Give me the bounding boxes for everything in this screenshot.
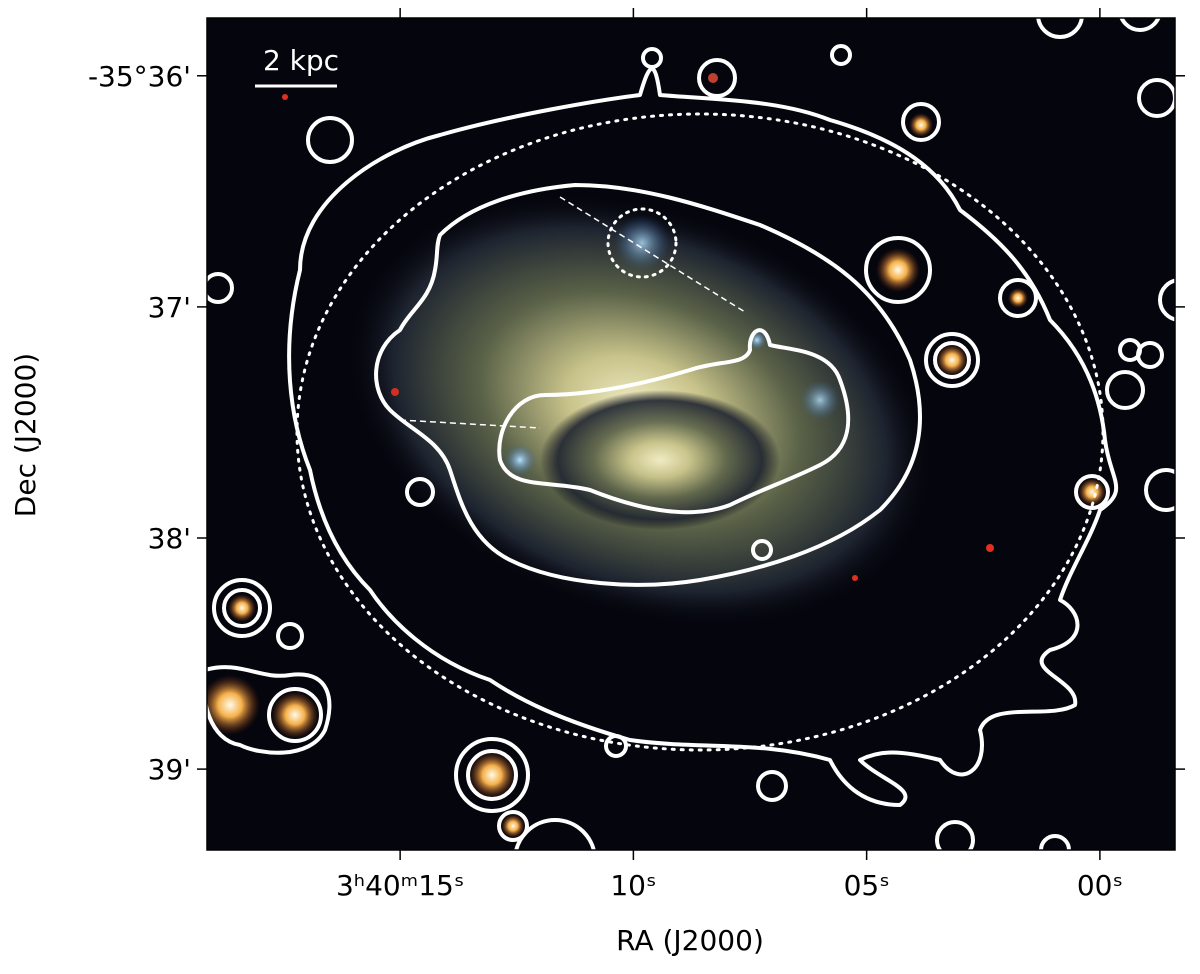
x-axis-label: RA (J2000) [616,924,764,957]
y-axis-label: Dec (J2000) [9,353,42,517]
scale-bar-label: 2 kpc [263,44,339,77]
x-tick-label: 00ˢ [1077,869,1123,902]
axes-frame [206,17,1176,851]
y-tick-label: 39' [148,753,191,786]
y-tick-label: 38' [148,522,191,555]
y-tick-label: 37' [148,291,191,324]
image: 2 kpc [207,18,1175,850]
x-tick-label: 3ʰ40ᵐ15ˢ [336,869,464,902]
y-tick-label: -35°36' [88,60,191,93]
x-tick-label: 10ˢ [610,869,656,902]
x-tick-label: 05ˢ [844,869,890,902]
